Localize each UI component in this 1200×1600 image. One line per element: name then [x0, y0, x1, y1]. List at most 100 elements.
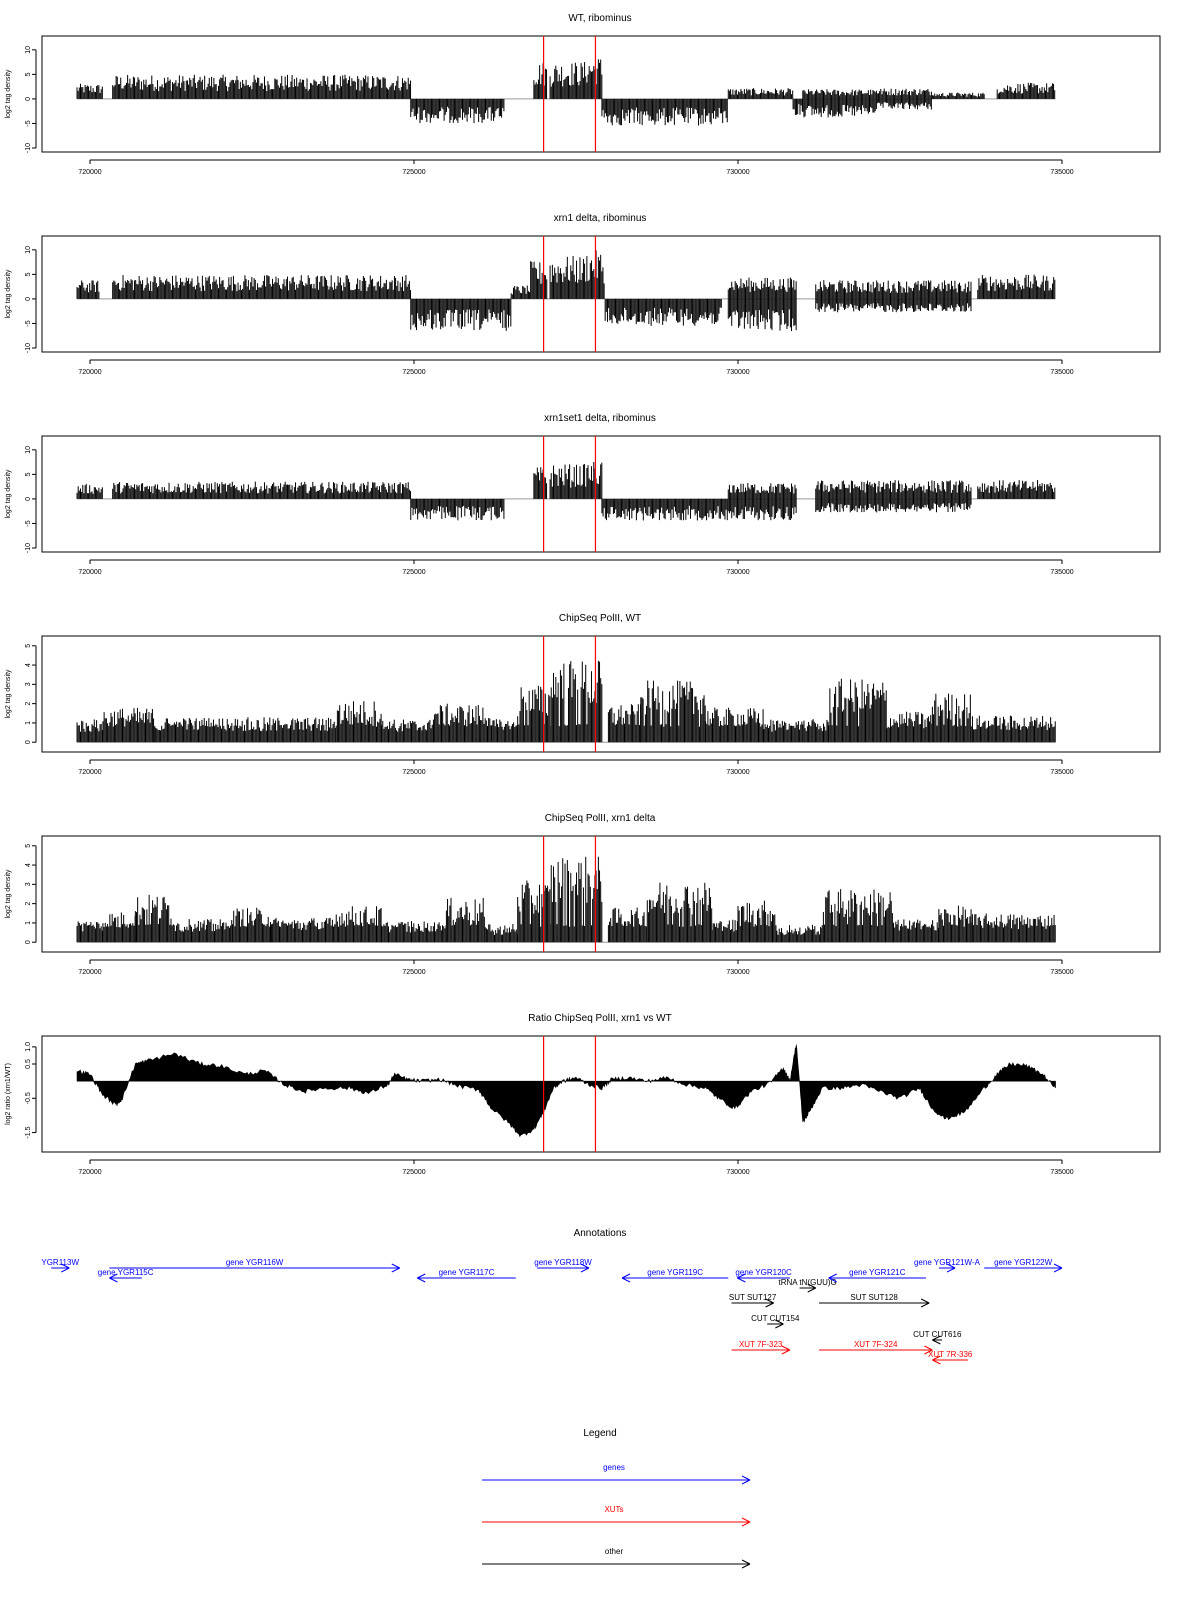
y-tick-label: 0: [25, 740, 32, 744]
annotation-xut: XUT 7F-324: [819, 1340, 933, 1355]
bar-series: [76, 250, 1056, 332]
chart-title: xrn1 delta, ribominus: [554, 213, 647, 224]
arrow-head: [924, 1349, 933, 1355]
x-tick-label: 725000: [402, 369, 425, 376]
y-tick-label: 5: [25, 644, 32, 648]
y-tick-label: 0: [25, 940, 32, 944]
x-tick-label: 735000: [1050, 969, 1073, 976]
arrow-head: [741, 1517, 751, 1523]
annotation-label: gene YGR120C: [735, 1268, 792, 1277]
y-tick-label: 4: [25, 663, 32, 667]
annotations-panel: Annotations YGR113W gene YGR115C gene YGR11…: [41, 1228, 1063, 1365]
arrow-head: [828, 1277, 837, 1283]
legend-item-other: other: [482, 1547, 751, 1569]
annotation-label: gene YGR122W: [994, 1258, 1053, 1267]
arrow-head: [741, 1479, 751, 1485]
arrow-head: [109, 1277, 118, 1283]
y-axis-label: log2 tag density: [5, 669, 12, 719]
plot-frame: [41, 635, 1161, 753]
arrow-head: [807, 1283, 816, 1289]
annotation-other: SUT SUT128: [819, 1293, 930, 1308]
annotation-gene: gene YGR119C: [621, 1268, 729, 1283]
arrow-head: [580, 1267, 590, 1273]
ratio-area: [76, 1044, 1056, 1138]
arrow-head: [932, 1339, 941, 1345]
chart-panel-5: ChipSeq PolII, xrn1 delta 0 1 2 3 4 5 log2 tag …: [5, 813, 1161, 976]
y-axis-label: log2 tag density: [5, 869, 12, 919]
arrow-head: [109, 1273, 118, 1279]
arrow-head: [741, 1563, 751, 1569]
legend-title: Legend: [583, 1428, 616, 1439]
annotations-title: Annotations: [574, 1228, 627, 1239]
annotation-gene: gene YGR121W-A: [914, 1258, 981, 1273]
x-tick-label: 735000: [1050, 169, 1073, 176]
plot-frame: [41, 235, 1161, 353]
x-tick-label: 735000: [1050, 1169, 1073, 1176]
y-tick-label: 0.5: [25, 1059, 32, 1069]
y-tick-label: -10: [25, 343, 32, 353]
chart-panel-4: ChipSeq PolII, WT 0 1 2 3 4 5 log2 tag density 7…: [5, 613, 1161, 776]
chart-title: ChipSeq PolII, xrn1 delta: [545, 813, 656, 824]
annotation-other: CUT CUT154: [751, 1314, 800, 1329]
arrow-head: [932, 1359, 941, 1365]
y-tick-label: 5: [25, 272, 32, 276]
y-tick-label: -5: [25, 320, 32, 326]
arrow-head: [807, 1287, 816, 1293]
y-tick-label: -5: [25, 520, 32, 526]
arrow-head: [741, 1521, 751, 1527]
plot-frame: [41, 35, 1161, 153]
y-axis-label: log2 tag density: [5, 469, 12, 519]
plot-frame: [41, 435, 1161, 553]
annotation-other: SUT SUT127: [729, 1293, 777, 1308]
annotation-label: CUT CUT154: [751, 1314, 800, 1323]
arrow-head: [781, 1349, 791, 1355]
chart-title: xrn1set1 delta, ribominus: [544, 413, 656, 424]
arrow-head: [781, 1345, 791, 1351]
chart-title: Ratio ChipSeq PolII, xrn1 vs WT: [528, 1013, 671, 1024]
annotation-label: gene YGR116W: [226, 1258, 284, 1267]
annotation-xut: XUT 7F-323: [731, 1340, 791, 1355]
y-tick-label: 1: [25, 921, 32, 925]
annotation-label: XUT 7F-323: [739, 1340, 783, 1349]
arrow-head: [417, 1273, 426, 1279]
y-tick-label: 0: [25, 297, 32, 301]
arrow-head: [924, 1345, 933, 1351]
x-tick-label: 725000: [402, 169, 425, 176]
x-tick-label: 730000: [726, 1169, 749, 1176]
y-tick-label: 10: [25, 446, 32, 454]
annotation-gene: YGR113W: [41, 1258, 79, 1273]
arrow-head: [737, 1273, 746, 1279]
x-tick-label: 720000: [78, 569, 101, 576]
bar-series: [76, 462, 1056, 521]
y-tick-label: -1.5: [25, 1126, 32, 1138]
x-tick-label: 730000: [726, 769, 749, 776]
arrow-head: [621, 1273, 631, 1279]
y-tick-label: 5: [25, 72, 32, 76]
y-tick-label: 1.0: [25, 1042, 32, 1052]
x-tick-label: 735000: [1050, 569, 1073, 576]
arrow-head: [932, 1355, 941, 1361]
x-tick-label: 735000: [1050, 369, 1073, 376]
y-tick-label: 5: [25, 472, 32, 476]
y-tick-label: 3: [25, 682, 32, 686]
x-tick-label: 725000: [402, 769, 425, 776]
arrow-head: [391, 1267, 400, 1273]
annotation-label: gene YGR121C: [849, 1268, 906, 1277]
annotation-label: XUT 7R-336: [928, 1350, 973, 1359]
y-tick-label: 4: [25, 863, 32, 867]
legend-item-gene: genes: [482, 1463, 751, 1485]
arrow-head: [61, 1267, 70, 1273]
y-axis-label: log2 ratio (xrn1/WT): [5, 1063, 12, 1125]
y-tick-label: 2: [25, 902, 32, 906]
chart-panel-6: Ratio ChipSeq PolII, xrn1 vs WT 1.0 0.5 -0.…: [5, 1013, 1161, 1176]
x-tick-label: 730000: [726, 569, 749, 576]
annotation-label: gene YGR119C: [647, 1268, 703, 1277]
x-tick-label: 720000: [78, 769, 101, 776]
y-tick-label: 2: [25, 702, 32, 706]
annotation-label: YGR113W: [41, 1258, 79, 1267]
y-axis-label: log2 tag density: [5, 269, 12, 319]
x-tick-label: 735000: [1050, 769, 1073, 776]
arrow-head: [932, 1335, 941, 1341]
annotation-gene: gene YGR121C: [828, 1268, 926, 1283]
